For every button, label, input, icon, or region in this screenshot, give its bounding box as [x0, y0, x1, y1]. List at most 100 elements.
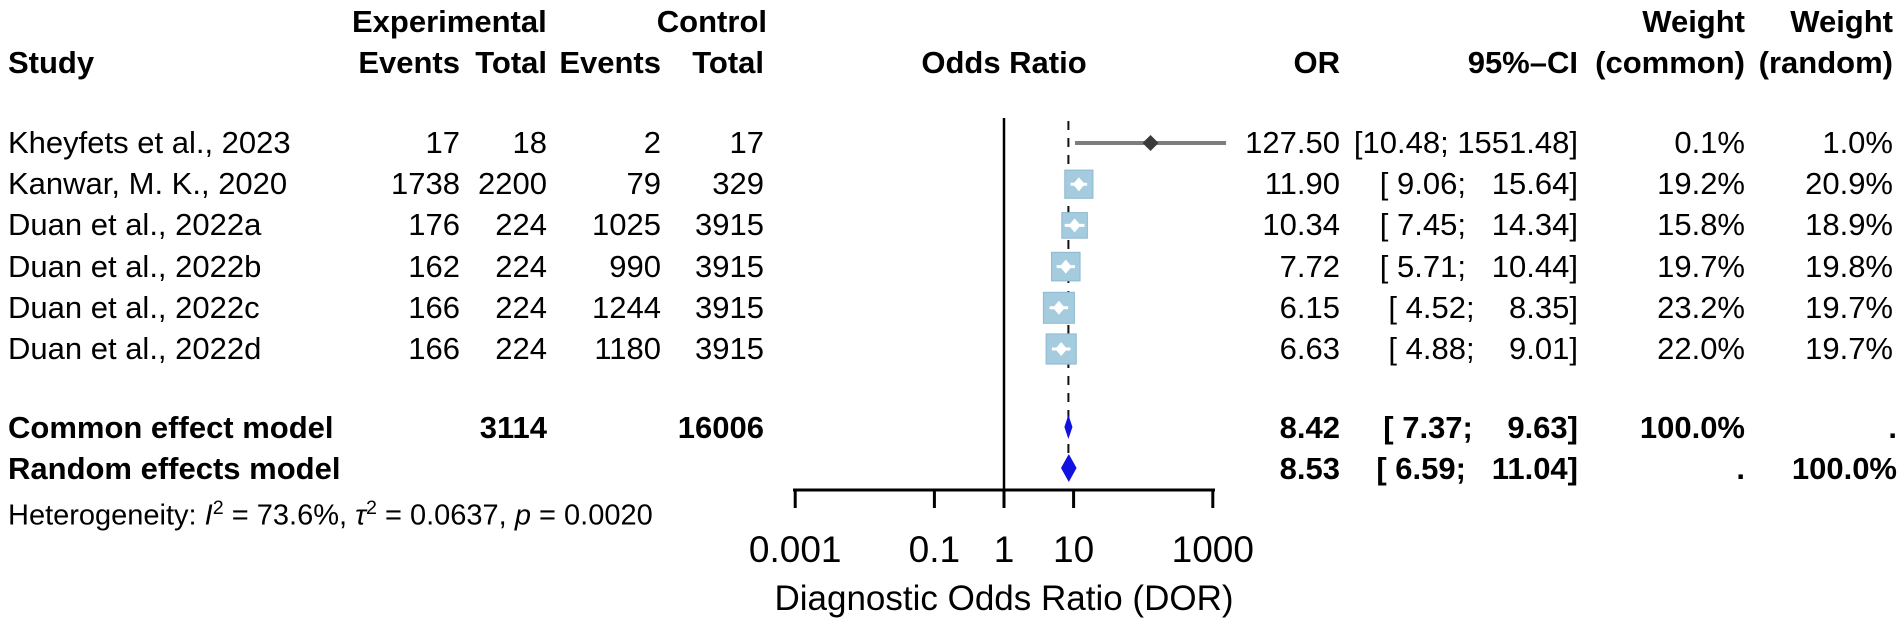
cell-or: 6.63 [1279, 331, 1340, 366]
summary-random-or: 8.53 [1279, 451, 1340, 486]
cell-study: Kheyfets et al., 2023 [8, 125, 291, 160]
cell-study: Duan et al., 2022b [8, 248, 262, 284]
cell-exp_events: 166 [408, 331, 460, 366]
cell-weight_random: 18.9% [1805, 207, 1893, 243]
cell-ci: [ 4.52; 8.35] [1388, 289, 1578, 325]
cell-weight_common: 22.0% [1657, 331, 1745, 366]
het-p-symbol: p [514, 499, 531, 532]
cell-ctrl_events: 1244 [592, 289, 661, 325]
het-p-value: = 0.0020 [530, 499, 653, 532]
x-axis-tick-label: 1000 [1172, 529, 1254, 570]
x-axis-tick-label: 1 [994, 529, 1015, 570]
point-estimate-inner [1055, 342, 1068, 356]
header-study: Study [8, 45, 95, 80]
cell-exp_total: 224 [495, 248, 547, 284]
cell-ctrl_events: 990 [609, 248, 661, 284]
header-weight-random: Weight [1790, 4, 1893, 39]
cell-or: 10.34 [1262, 207, 1340, 243]
cell-ci: [ 9.06; 15.64] [1379, 166, 1578, 202]
cell-exp_total: 2200 [478, 166, 547, 202]
header-odds-ratio: Odds Ratio [921, 45, 1087, 80]
cell-weight_common: 0.1% [1674, 125, 1745, 160]
summary-common-label: Common effect model [8, 410, 334, 445]
summary-common-weight-random: . [1888, 410, 1897, 445]
cell-weight_random: 19.7% [1805, 289, 1893, 325]
point-estimate-diamond [1142, 135, 1159, 151]
heterogeneity-note: Heterogeneity: I2 = 73.6%, τ2 = 0.0637, … [8, 490, 653, 532]
cell-study: Duan et al., 2022a [8, 207, 262, 243]
summary-common-exp-total: 3114 [479, 410, 547, 445]
summary-random-weight-common: . [1736, 451, 1745, 486]
het-prefix: Heterogeneity: [8, 499, 205, 532]
cell-exp_events: 17 [425, 125, 460, 160]
weight-square [1050, 251, 1081, 282]
cell-or: 7.72 [1279, 248, 1340, 284]
cell-exp_total: 224 [495, 289, 547, 325]
cell-ctrl_total: 3915 [695, 248, 764, 284]
header-ctrl-total: Total [692, 45, 764, 80]
cell-study: Kanwar, M. K., 2020 [8, 166, 288, 202]
cell-weight_common: 23.2% [1657, 289, 1745, 325]
cell-or: 11.90 [1264, 166, 1340, 202]
summary-common-weight-common: 100.0% [1639, 410, 1745, 445]
summary-random-ci: [ 6.59; 11.04] [1376, 451, 1578, 486]
cell-ctrl_events: 1025 [592, 207, 661, 243]
cell-exp_events: 166 [408, 289, 460, 325]
cell-exp_events: 176 [408, 207, 460, 243]
cell-ci: [ 7.45; 14.34] [1379, 207, 1578, 243]
het-tau-value: = 0.0637, [376, 499, 515, 532]
summary-common-ci: [ 7.37; 9.63] [1383, 410, 1578, 445]
x-axis-tick-label: 0.1 [909, 529, 960, 570]
header-group-experimental: Experimental [352, 4, 547, 39]
cell-exp_events: 162 [408, 248, 460, 284]
header-ci: 95%–CI [1467, 45, 1578, 80]
x-axis-tick-label: 0.001 [749, 529, 842, 570]
x-axis-title: Diagnostic Odds Ratio (DOR) [774, 579, 1233, 618]
header-exp-events: Events [358, 45, 460, 80]
cell-ci: [ 4.88; 9.01] [1388, 331, 1578, 366]
cell-ctrl_events: 2 [643, 125, 661, 160]
cell-weight_random: 19.8% [1805, 248, 1893, 284]
cell-ctrl_total: 3915 [695, 331, 764, 366]
summary-common-ctrl-total: 16006 [677, 410, 764, 445]
het-tau-sup: 2 [365, 497, 377, 519]
point-estimate-inner [1052, 300, 1065, 315]
point-estimate-inner [1072, 177, 1085, 192]
cell-weight_common: 19.2% [1657, 166, 1745, 202]
header-weight-common-sub: (common) [1595, 45, 1745, 80]
cell-weight_common: 19.7% [1657, 248, 1745, 284]
het-tau-symbol: τ [355, 499, 366, 532]
cell-ctrl_total: 3915 [695, 289, 764, 325]
summary-diamond-common [1064, 415, 1073, 439]
het-i-value: = 73.6%, [223, 499, 356, 532]
het-i-sup: 2 [212, 497, 224, 519]
cell-ctrl_events: 79 [626, 166, 661, 202]
cell-ctrl_total: 17 [729, 125, 764, 160]
cell-weight_common: 15.8% [1657, 207, 1745, 243]
point-estimate-inner [1059, 259, 1072, 274]
cell-ctrl_total: 3915 [695, 207, 764, 243]
het-i-symbol: I [204, 499, 213, 532]
weight-square [1045, 333, 1077, 365]
header-group-control: Control [656, 4, 767, 39]
weight-square [1064, 169, 1094, 199]
cell-weight_random: 19.7% [1805, 331, 1893, 366]
point-estimate-inner [1068, 218, 1081, 233]
cell-exp_total: 224 [495, 331, 547, 366]
cell-weight_random: 1.0% [1822, 125, 1893, 160]
header-or: OR [1293, 45, 1341, 80]
summary-random-weight-random: 100.0% [1791, 451, 1897, 486]
cell-or: 6.15 [1279, 289, 1340, 325]
header-weight-random-sub: (random) [1758, 45, 1893, 80]
cell-ctrl_total: 329 [712, 166, 764, 202]
header-ctrl-events: Events [559, 45, 661, 80]
cell-study: Duan et al., 2022d [8, 331, 262, 366]
summary-random-label: Random effects model [8, 451, 341, 486]
header-exp-total: Total [475, 45, 547, 80]
cell-or: 127.50 [1245, 125, 1340, 160]
summary-common-or: 8.42 [1279, 410, 1340, 445]
cell-exp_total: 224 [495, 207, 547, 243]
cell-exp_events: 1738 [391, 166, 460, 202]
x-axis-tick-label: 10 [1053, 529, 1094, 570]
